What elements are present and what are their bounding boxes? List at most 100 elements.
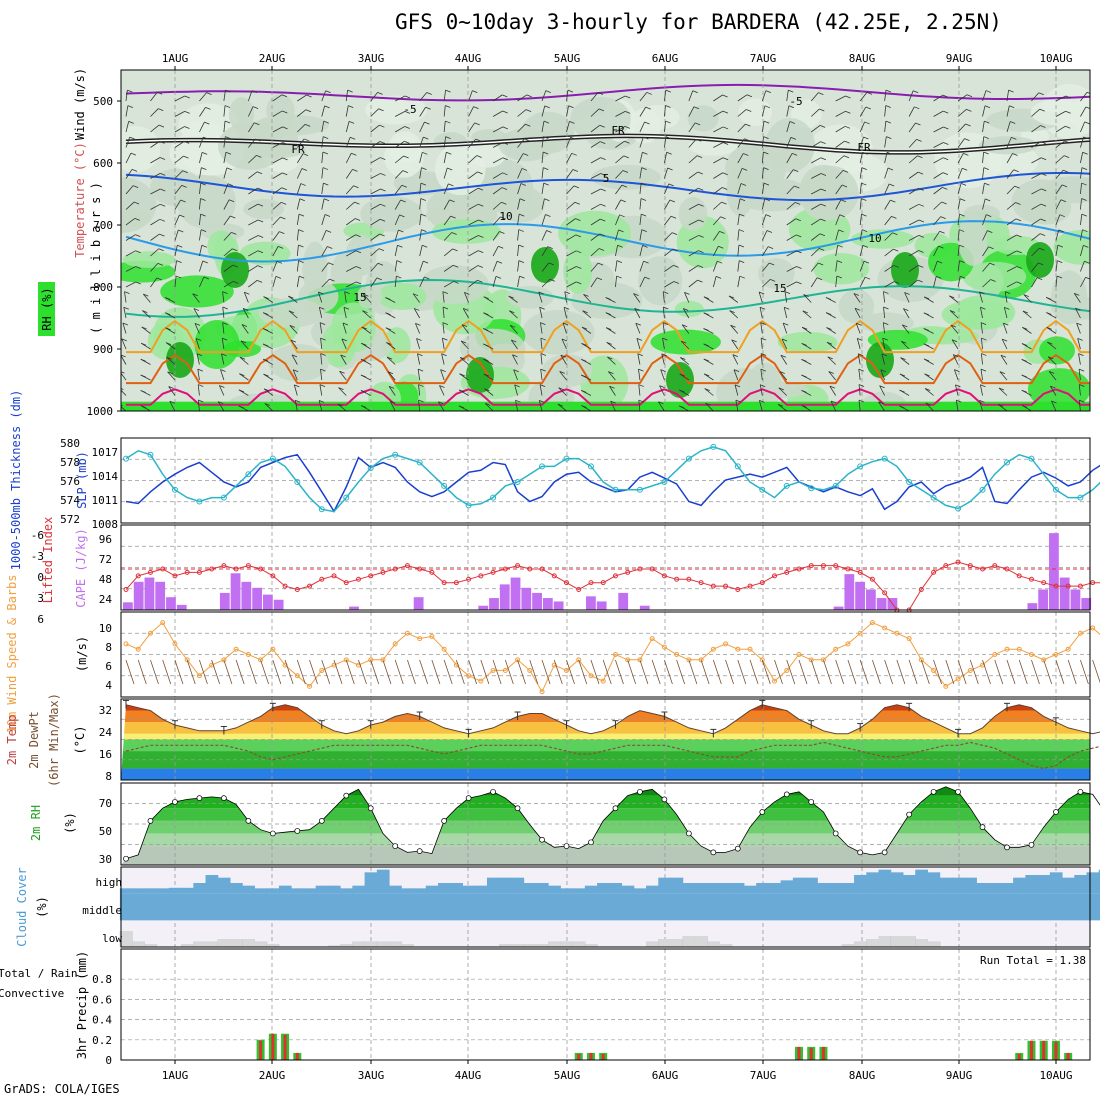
wind-barb-flag [942,94,949,98]
wind-barb [419,152,423,164]
wind-barb [150,277,158,288]
temp-unit-label: (°C) [73,726,87,755]
wind-barb-flag [445,89,451,93]
rh-legend-swatch [38,282,55,336]
rh-blob [813,253,870,285]
wind-barb [150,188,161,195]
wind-barb-flag [843,155,850,159]
wind-barb [737,260,740,272]
slp-line-point [685,455,692,462]
rh-blob [638,256,683,306]
wind-barb [538,291,543,303]
wind-barb [1031,218,1041,226]
cloud-bar-middle [511,893,525,921]
wind-barb [761,136,764,148]
wind-barb-flag [963,152,969,156]
wind-barb [908,122,916,133]
wind-barb-flag [360,390,367,393]
cloud-bar-middle [584,893,598,921]
cape-bar [1059,577,1070,610]
wind-barb [272,276,277,288]
cloud-bar-high [792,877,806,894]
wind-barb-flag [257,219,264,223]
temp-contour [126,388,1090,406]
lifted-index-point [1065,583,1071,589]
rh-point [1077,788,1084,795]
wind-barb [272,246,279,257]
wind-barb-flag [232,264,239,268]
wind-barb-flag [605,297,611,300]
wind-barb [735,400,739,411]
wind-barb-flag [668,183,674,187]
wind-barb-flag [232,248,238,252]
wind-barb [1006,121,1011,133]
wind-barb-flag [942,187,948,190]
slp-line-point [832,482,839,489]
wind-barb-flag [732,354,738,358]
wind-barb-flag [121,404,123,407]
rh-point [661,796,668,803]
rh-blob [859,312,914,334]
wind-barb [1080,261,1085,272]
surface-wind-barb [1006,659,1016,685]
surface-wind-barb [345,659,355,685]
wind-barb [321,198,325,210]
surface-wind-barb [199,659,208,685]
wind-barb [272,172,283,179]
wind-barb [337,403,347,411]
wind-barb-flag [640,198,647,201]
rh-point [979,824,986,831]
wind-barb-flag [447,167,453,171]
wind-barb-flag [638,399,644,403]
wind-barb [884,199,891,210]
cloud-bar-high [230,883,243,894]
wind-barb [786,185,795,195]
wind-barb [658,401,665,411]
wind-barb [121,354,127,365]
wind-barb-flag [698,235,704,238]
cloud-bar-high [951,877,965,894]
cape-bar [262,594,273,610]
wind-barb [1006,153,1013,164]
wind-barb [786,234,797,241]
wind-barb-flag [642,244,648,248]
wind-barb-flag [156,277,162,281]
rh-point [808,799,815,805]
wind-barb [272,231,280,241]
wind-barb [615,155,625,164]
wind-barb [957,168,963,179]
surface-wind-barb [908,659,918,685]
cloud-bar-middle [425,893,439,921]
cape-tick: 72 [99,553,112,566]
wind-barb-flag [570,136,576,140]
wind-barb-flag [663,306,669,310]
wind-barb [664,216,672,226]
wind-barb [664,248,674,257]
wind-barb-flag [348,120,355,124]
wind-barb [174,95,185,102]
wind-barb-flag [581,326,588,330]
wind-barb [998,387,1008,396]
cloud-bar-high [939,877,953,894]
lifted-index-point [723,583,729,589]
wind-barb [394,155,404,164]
rh-blob [160,275,234,308]
wind-barb [540,353,543,365]
wind-barb [222,307,225,319]
wind-barb [1080,277,1086,288]
rh-blob [506,285,554,309]
wind-barb-flag [1048,356,1054,360]
wind-barb [688,219,699,226]
wind-barb [541,198,545,210]
wind-barb-flag [540,368,546,372]
wind-barb-flag [263,358,269,362]
wind-barb-flag [943,126,949,130]
lifted-index-point [184,569,190,575]
wind-barb-flag [923,328,929,331]
wind-barb [321,246,328,257]
wind-barb-flag [241,324,248,327]
cloud-bar-high [242,885,255,894]
rh-core [221,252,249,288]
wind-barb [517,260,520,272]
wind-barb-flag [442,291,449,294]
